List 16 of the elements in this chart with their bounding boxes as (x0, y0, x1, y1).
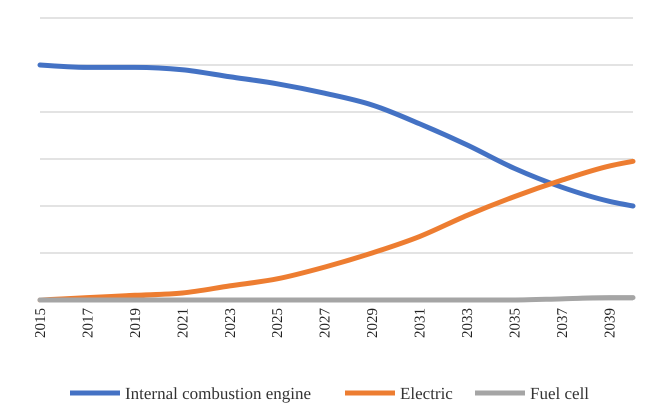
legend-label: Electric (400, 384, 454, 403)
x-tick-label: 2015 (33, 308, 49, 338)
x-tick-label: 2039 (602, 308, 618, 338)
x-tick-label: 2027 (318, 308, 334, 338)
x-tick-label: 2037 (554, 308, 571, 338)
x-tick-label: 2017 (80, 308, 96, 338)
x-tick-label: 2019 (128, 308, 144, 338)
legend-label: Internal combustion engine (125, 384, 312, 403)
x-tick-label: 2025 (270, 308, 286, 338)
x-tick-label: 2033 (460, 308, 476, 338)
legend-label: Fuel cell (530, 384, 590, 403)
x-tick-label: 2029 (365, 308, 382, 338)
x-tick-label: 2035 (507, 308, 524, 338)
x-tick-label: 2031 (412, 308, 429, 338)
x-tick-label: 2023 (222, 308, 239, 338)
x-tick-label: 2021 (175, 308, 192, 338)
